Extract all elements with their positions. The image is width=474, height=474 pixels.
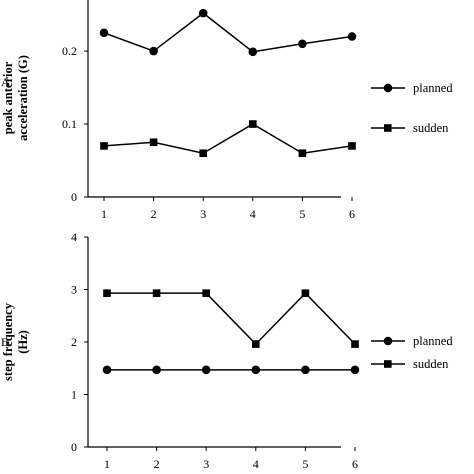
y-tick-label: 0 xyxy=(71,440,77,454)
data-point-planned xyxy=(149,46,158,56)
data-point-sudden xyxy=(252,340,260,348)
panel-label: B xyxy=(1,335,9,349)
data-point-planned xyxy=(350,365,360,375)
x-tick-label: 4 xyxy=(250,207,256,221)
y-axis-label-line2: (Hz) xyxy=(16,330,30,354)
y-tick-label: 4 xyxy=(71,230,77,244)
data-point-planned xyxy=(152,365,161,375)
data-point-sudden xyxy=(348,142,356,150)
y-axis-label-line1: peak anterior xyxy=(1,61,15,134)
legend-marker-sudden xyxy=(384,124,392,132)
data-point-planned xyxy=(102,365,112,375)
y-tick-label: 0.2 xyxy=(62,44,77,58)
series-line-sudden xyxy=(107,292,356,346)
data-point-planned xyxy=(298,39,307,49)
data-point-planned xyxy=(301,365,310,375)
series-line-planned xyxy=(103,12,353,53)
data-point-sudden xyxy=(351,340,359,348)
x-tick-label: 2 xyxy=(151,207,157,221)
legend-marker-sudden xyxy=(384,360,392,368)
x-tick-label: 6 xyxy=(349,207,355,221)
data-point-planned xyxy=(201,365,211,375)
x-tick-label: 6 xyxy=(352,457,358,471)
legend-label-sudden: sudden xyxy=(413,357,449,371)
x-tick-label: 1 xyxy=(101,207,107,221)
legend-label-planned: planned xyxy=(413,81,453,95)
data-point-planned xyxy=(99,28,109,38)
data-point-sudden xyxy=(152,289,161,297)
data-point-planned xyxy=(347,32,357,41)
data-point-sudden xyxy=(149,138,158,147)
data-point-sudden xyxy=(100,142,108,150)
y-axis-label-line2: acceleration (G) xyxy=(16,55,30,141)
data-point-sudden xyxy=(202,289,210,297)
data-point-sudden xyxy=(298,149,307,158)
x-tick-label: 3 xyxy=(200,207,206,221)
legend-marker-planned xyxy=(383,336,393,346)
y-axis-label: step frequency(Hz) xyxy=(1,302,30,381)
panel-a: 0 0.1 0.2 1 2 3 4 5 6 peak anterioracceleration (… xyxy=(1,0,453,221)
x-tick-label: 5 xyxy=(302,457,308,471)
x-tick-label: 1 xyxy=(104,457,110,471)
data-point-sudden xyxy=(199,149,207,158)
series-line-sudden xyxy=(103,123,353,155)
y-axis-label-line1: step frequency xyxy=(1,302,15,381)
data-point-planned xyxy=(198,8,208,18)
legend-label-planned: planned xyxy=(413,334,453,348)
panel-label: A xyxy=(1,75,10,89)
data-point-sudden xyxy=(249,120,257,128)
y-tick-label: 0 xyxy=(71,190,77,204)
data-point-sudden xyxy=(103,289,111,297)
x-tick-label: 5 xyxy=(299,207,305,221)
x-tick-label: 3 xyxy=(203,457,209,471)
y-tick-label: 1 xyxy=(71,388,77,402)
data-point-planned xyxy=(248,47,258,57)
data-point-sudden xyxy=(301,289,310,297)
y-tick-label: 3 xyxy=(71,283,77,297)
y-axis-label: peak anterioracceleration (G) xyxy=(1,55,30,141)
legend-label-sudden: sudden xyxy=(413,121,449,135)
y-tick-label: 0.1 xyxy=(62,117,77,131)
x-tick-label: 2 xyxy=(154,457,160,471)
legend-marker-planned xyxy=(383,83,393,93)
y-tick-label: 2 xyxy=(71,335,77,349)
x-tick-label: 4 xyxy=(253,457,259,471)
data-point-planned xyxy=(251,365,261,375)
